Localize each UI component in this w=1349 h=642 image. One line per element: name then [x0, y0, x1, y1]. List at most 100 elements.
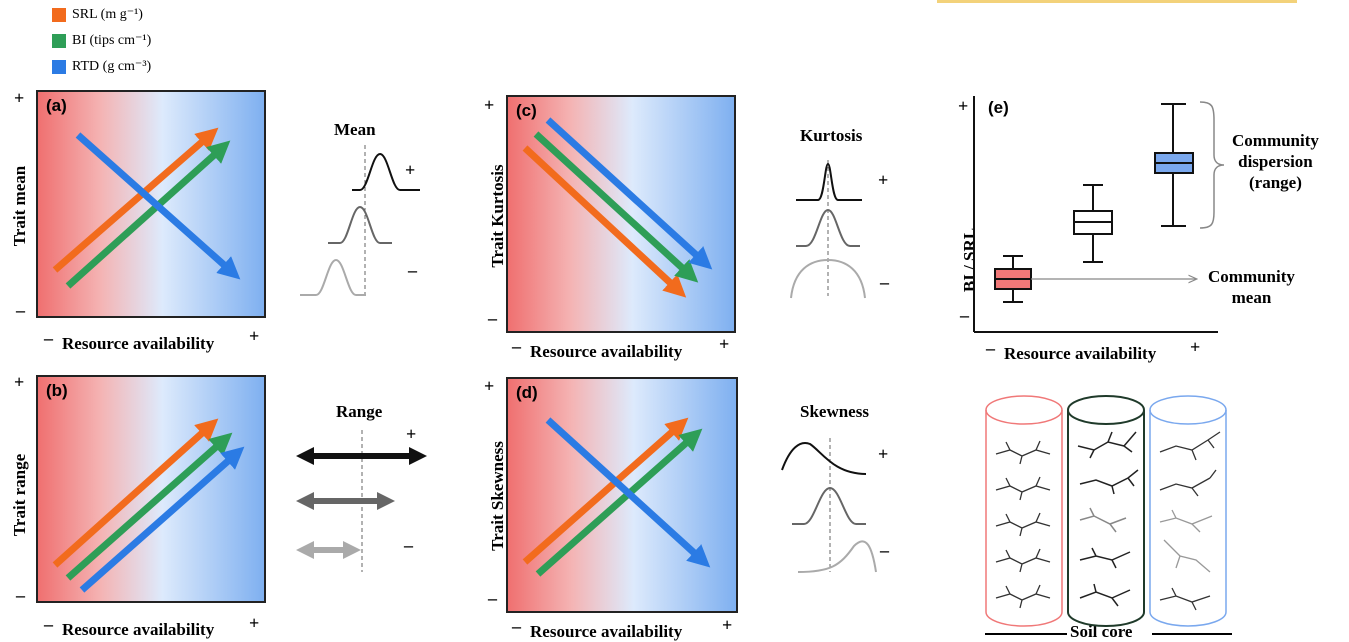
panel-d-rtd-arrow	[545, 417, 711, 568]
soil-core-blue	[1149, 395, 1227, 627]
boxplot-mid	[1073, 184, 1113, 263]
srl-swatch	[52, 7, 66, 22]
skewness-distributions	[781, 438, 877, 573]
panel-d-arrows	[522, 417, 711, 577]
panel-e-label: (e)	[988, 98, 1009, 117]
bi-swatch	[52, 33, 66, 48]
legend-item-srl: SRL (m g⁻¹)	[52, 6, 143, 23]
panel-d-xminus: –	[512, 616, 521, 636]
panel-e-xlabel: Resource availability	[1004, 344, 1157, 363]
skewness-curve-mid	[792, 486, 866, 525]
kurtosis-distributions	[790, 160, 866, 299]
mean-curve-high	[352, 152, 420, 191]
panel-d-bi-arrow	[535, 428, 703, 577]
rtd-swatch	[52, 59, 66, 74]
mean-annotation-line-1: Community	[1208, 267, 1295, 286]
boxplot-low	[994, 255, 1032, 303]
panel-d-xlabel: Resource availability	[530, 622, 683, 641]
soil-core-red	[985, 395, 1063, 627]
soil-core-rule-left	[985, 633, 1067, 635]
mean-title: Mean	[334, 120, 376, 139]
panel-a-rtd-arrow	[75, 132, 241, 280]
panel-c-srl-arrow	[522, 145, 687, 298]
panel-a-xminus: –	[44, 328, 53, 348]
skewness-curve-low	[797, 540, 877, 573]
panel-b-xplus: +	[249, 613, 260, 633]
panel-e-yminus: –	[960, 305, 969, 325]
boxplot-high	[1154, 103, 1194, 227]
panel-c-label: (c)	[516, 101, 537, 120]
soil-cores	[985, 395, 1227, 627]
panel-a-bi-arrow	[65, 140, 231, 289]
panel-c-xminus: –	[512, 336, 521, 356]
mean-minus: –	[408, 260, 417, 280]
panel-c-yminus: –	[488, 308, 497, 328]
panel-c-rtd-arrow	[545, 117, 713, 270]
mean-plus: +	[405, 160, 416, 180]
range-minus: –	[404, 535, 413, 555]
panel-d-label: (d)	[516, 383, 538, 402]
panel-b-bi-arrow	[65, 432, 233, 581]
panel-b-yminus: –	[16, 585, 25, 605]
dispersion-line-1: Community	[1232, 131, 1319, 150]
panel-c-xlabel: Resource availability	[530, 342, 683, 361]
panel-a-yplus: +	[14, 88, 25, 108]
range-plus: +	[406, 424, 417, 444]
panel-a-label: (a)	[46, 96, 67, 115]
panel-b-yplus: +	[14, 372, 25, 392]
panel-b-srl-arrow	[52, 418, 219, 568]
panel-b: (b)	[36, 375, 266, 603]
panel-e-plot	[973, 96, 1225, 333]
dispersion-line-2: dispersion	[1238, 152, 1313, 171]
range-title: Range	[336, 402, 383, 421]
kurtosis-curve-low	[790, 258, 866, 299]
panel-c-bi-arrow	[533, 131, 699, 283]
soil-core-label: Soil core	[1070, 622, 1133, 641]
panel-c-arrows	[522, 117, 713, 298]
kurtosis-title: Kurtosis	[800, 126, 863, 145]
kurtosis-curve-mid	[796, 208, 860, 247]
dispersion-brace	[1199, 101, 1225, 229]
legend-label-bi: BI (tips cm⁻¹)	[72, 33, 152, 48]
legend-label-srl: SRL (m g⁻¹)	[72, 7, 143, 22]
skewness-title: Skewness	[800, 402, 869, 421]
mean-curve-low	[300, 258, 366, 296]
top-rule	[937, 0, 1297, 3]
dispersion-annotation: Community dispersion (range)	[1232, 130, 1319, 193]
panel-a-xlabel: Resource availability	[62, 334, 215, 353]
roots-blue-core	[1159, 431, 1221, 611]
panel-d-srl-arrow	[522, 417, 689, 565]
roots-dark-core	[1077, 431, 1139, 607]
panel-e-xminus: –	[986, 338, 995, 358]
kurtosis-minus: –	[880, 272, 889, 292]
roots-red-core	[995, 440, 1051, 609]
legend-label-rtd: RTD (g cm⁻³)	[72, 59, 152, 74]
panel-d: (d)	[506, 377, 738, 613]
range-arrows	[296, 430, 427, 572]
panel-c-xplus: +	[719, 334, 730, 354]
legend-item-rtd: RTD (g cm⁻³)	[52, 58, 151, 75]
mean-distributions	[300, 145, 420, 298]
panel-d-xplus: +	[722, 615, 733, 635]
panel-b-rtd-arrow	[79, 446, 245, 593]
panel-b-label: (b)	[46, 381, 68, 400]
panel-a-xplus: +	[249, 326, 260, 346]
panel-d-yminus: –	[488, 588, 497, 608]
panel-c-yplus: +	[484, 95, 495, 115]
skewness-curve-high	[781, 442, 867, 475]
legend-item-bi: BI (tips cm⁻¹)	[52, 32, 151, 49]
mean-annotation: Community mean	[1208, 266, 1295, 308]
skewness-minus: –	[880, 540, 889, 560]
kurtosis-plus: +	[878, 170, 889, 190]
panel-a-yminus: –	[16, 300, 25, 320]
panel-b-arrows	[52, 418, 245, 593]
mean-curve-mid	[328, 205, 392, 244]
soil-core-dark	[1067, 395, 1145, 627]
panel-a-arrows	[52, 127, 241, 289]
panel-d-yplus: +	[484, 376, 495, 396]
skewness-plus: +	[878, 444, 889, 464]
panel-e-yplus: +	[958, 96, 969, 116]
panel-e-xplus: +	[1190, 337, 1201, 357]
kurtosis-curve-high	[796, 162, 862, 201]
